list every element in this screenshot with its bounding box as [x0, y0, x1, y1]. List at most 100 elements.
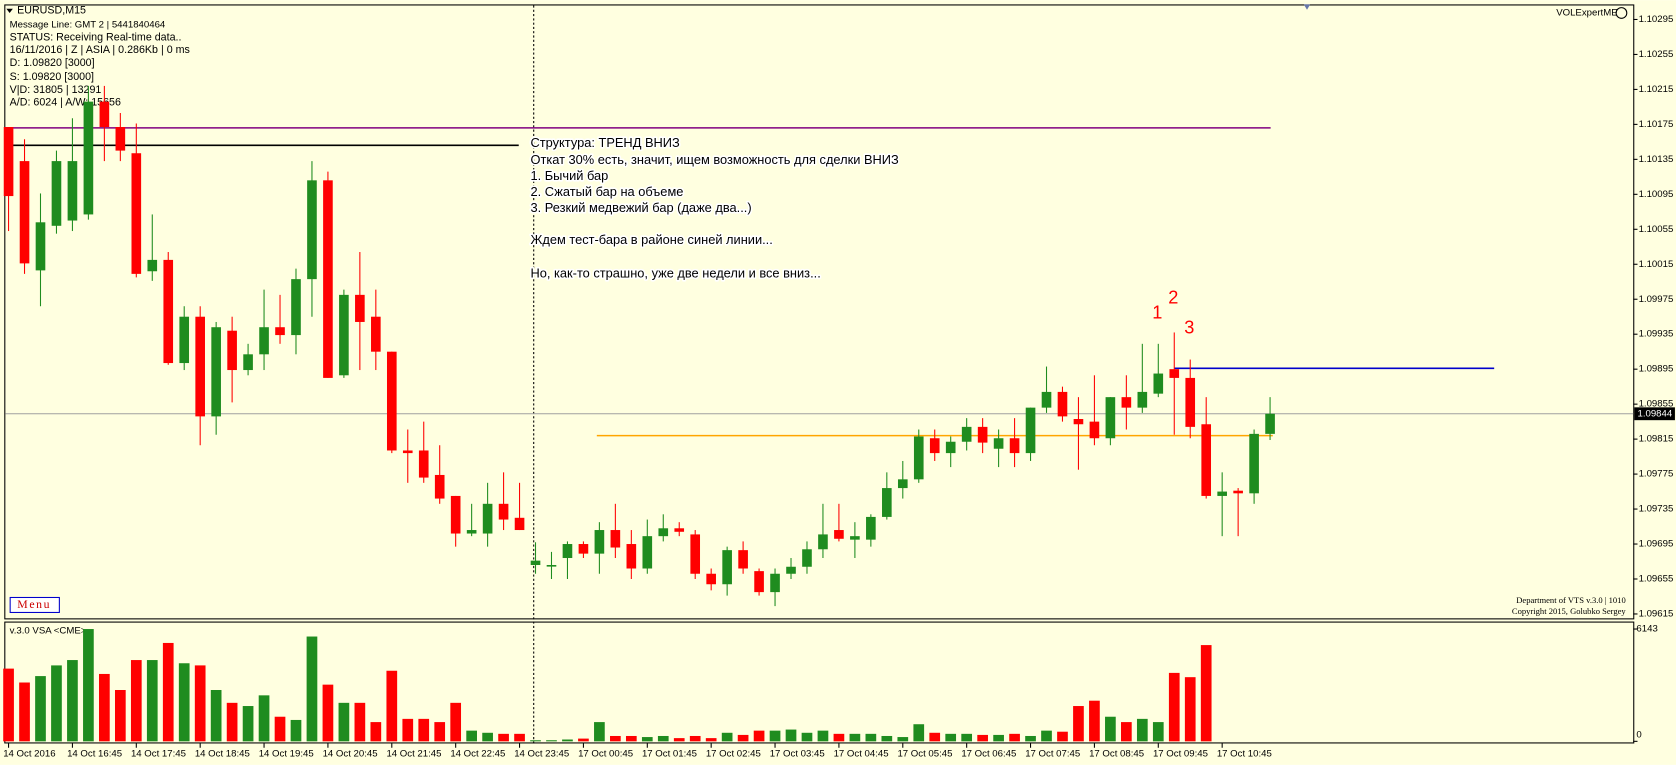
x-tick-label: 17 Oct 04:45 [834, 749, 889, 760]
candle-body [658, 528, 669, 537]
volume-bar [338, 702, 350, 742]
y-tick-label: 1.10175 [1639, 119, 1674, 130]
volume-bar [753, 730, 765, 742]
candle-body [1073, 419, 1084, 425]
candle-body [147, 259, 158, 272]
candle-body [546, 565, 557, 567]
candle-body [562, 544, 573, 559]
volume-title: v.3.0 VSA <CME> [10, 626, 87, 637]
volume-bar [210, 690, 222, 742]
symbol-arrow [6, 8, 13, 13]
x-tick-label: 14 Oct 22:45 [450, 749, 505, 760]
volume-bar [354, 702, 366, 742]
info-line: V|D: 31805 | 13291 [10, 84, 102, 96]
x-tick-label: 17 Oct 08:45 [1089, 749, 1144, 760]
volume-bar [146, 660, 158, 742]
y-tick-label: 1.10215 [1639, 84, 1674, 95]
volume-bar [482, 732, 493, 742]
candle-body [1169, 369, 1180, 378]
y-tick-label: 1.10135 [1639, 154, 1674, 165]
candle-body [642, 536, 653, 569]
volume-bar [961, 733, 973, 742]
annotation: Но, как-то страшно, уже две недели и все… [531, 265, 821, 280]
x-tick-label: 14 Oct 2016 [3, 749, 55, 760]
candle-body [35, 222, 46, 271]
volume-bar [306, 636, 318, 742]
volume-bar [258, 695, 270, 742]
volume-bar [881, 735, 893, 742]
volume-bar [801, 732, 813, 742]
volume-bar [1184, 677, 1196, 742]
candle-body [1009, 438, 1020, 454]
candle-body [1121, 397, 1132, 408]
candle-body [67, 161, 78, 221]
volume-bar [194, 665, 206, 742]
y-tick-label: 1.09855 [1639, 399, 1674, 410]
footer-line: Copyright 2015, Golubko Sergey [1512, 606, 1627, 616]
y-tick-label: 1.10015 [1639, 259, 1674, 270]
volume-bar [849, 733, 861, 742]
y-tick-label: 1.10095 [1639, 189, 1674, 200]
candle-body [786, 566, 796, 574]
candle-body [690, 534, 701, 574]
volume-bar [514, 733, 525, 742]
candle-body [434, 474, 445, 499]
candle-body [3, 127, 14, 197]
annotation: Структура: ТРЕНД ВНИЗ [531, 135, 680, 150]
candle-body [722, 550, 732, 585]
candle-body [482, 503, 493, 534]
volume-bar [625, 735, 637, 742]
candle-body [1025, 407, 1036, 454]
volume-bar [51, 665, 62, 742]
levels [5, 127, 1495, 437]
x-tick-label: 17 Oct 07:45 [1025, 749, 1080, 760]
volume-bar [99, 673, 110, 742]
candle-body [1201, 424, 1212, 496]
candle-body [131, 153, 142, 274]
volume-bar [594, 722, 605, 742]
volume-bar [546, 740, 557, 742]
candle-body [418, 450, 429, 478]
menu-button[interactable] [9, 596, 60, 613]
candle-body [195, 316, 205, 417]
volume-bar [242, 706, 254, 742]
volume-bar [1009, 733, 1020, 742]
volume-bar [418, 718, 430, 742]
candle-body [355, 294, 365, 322]
candle-body [945, 441, 956, 454]
candle-body [466, 530, 477, 534]
volume-bar [705, 738, 717, 742]
x-tick-label: 17 Oct 01:45 [642, 749, 697, 760]
candle-body [850, 536, 860, 540]
volume-bar [450, 702, 462, 742]
menu-label[interactable]: Menu [17, 598, 51, 611]
indicator-icon [1615, 7, 1628, 19]
candle-body [259, 327, 269, 355]
volume-bar [1073, 706, 1084, 742]
candle-body [1265, 413, 1275, 434]
candle-body [977, 426, 988, 443]
volume-bar [434, 722, 446, 742]
candle-body [834, 530, 844, 539]
candle-body [227, 330, 237, 371]
annotation: 3. Резкий медвежий бар (даже два...) [531, 200, 752, 215]
candle-body [1041, 391, 1052, 408]
candle-body [610, 530, 621, 548]
y-tick-label: 1.09695 [1639, 539, 1674, 550]
y-tick-label: 6143 [1636, 624, 1657, 635]
y-tick-label: 1.09815 [1639, 434, 1674, 445]
candle-body [323, 180, 333, 378]
volume-bar [226, 702, 238, 742]
x-tick-label: 17 Oct 02:45 [706, 749, 761, 760]
candle-body [371, 316, 381, 352]
price-frame [4, 4, 1635, 620]
y-tick-label: 1.09935 [1639, 329, 1674, 340]
volume-bar [1105, 716, 1116, 742]
candle-body [993, 438, 1004, 449]
x-tick-label: 14 Oct 17:45 [131, 749, 186, 760]
candle-body [402, 450, 413, 454]
info-line: Message Line: GMT 2 | 5441840464 [10, 19, 166, 30]
volume-bar [1025, 735, 1036, 742]
candle-body [818, 534, 828, 550]
y-tick-label: 1.09975 [1639, 294, 1674, 305]
